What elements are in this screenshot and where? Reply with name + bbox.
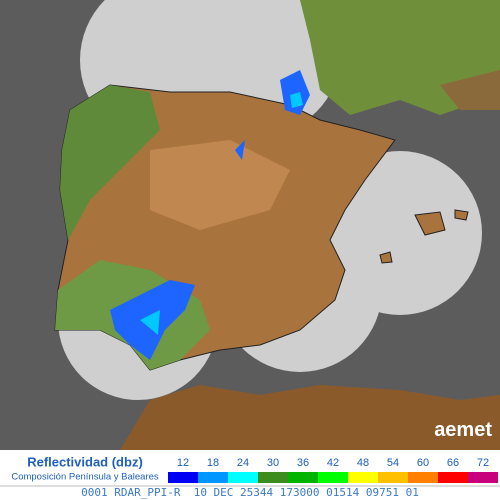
logo: aemet [434,419,492,441]
color-swatch [288,472,318,483]
meseta [150,140,290,230]
scale-label: 42 [327,457,339,469]
legend-title: Reflectividad (dbz) [27,454,143,469]
scale-label: 66 [447,457,459,469]
color-swatch [318,472,348,483]
scale-label: 12 [177,457,189,469]
color-scale: 12 18 24 30 36 42 48 54 60 66 72 [168,457,498,483]
legend-subtitle: Composición Península y Baleares [11,472,159,483]
scale-label: 18 [207,457,219,469]
scale-label: 60 [417,457,429,469]
color-swatch [408,472,438,483]
footer: 0001 RDAR_PPI-R 10 DEC 25344 173000 0151… [81,486,419,499]
alps [440,70,500,110]
color-swatch [258,472,288,483]
galicia-portugal-north [60,85,160,240]
radar-echo-light [140,92,303,335]
scale-label: 48 [357,457,369,469]
baleares [379,209,469,264]
scale-label: 54 [387,457,399,469]
color-swatch [438,472,468,483]
color-swatch [168,472,198,483]
scale-label: 30 [267,457,279,469]
color-swatch [468,472,498,483]
africa [120,385,500,450]
color-swatch [228,472,258,483]
scale-label: 36 [297,457,309,469]
color-swatch [348,472,378,483]
scale-label: 24 [237,457,249,469]
color-swatch [378,472,408,483]
scale-label: 72 [477,457,489,469]
color-swatch [198,472,228,483]
